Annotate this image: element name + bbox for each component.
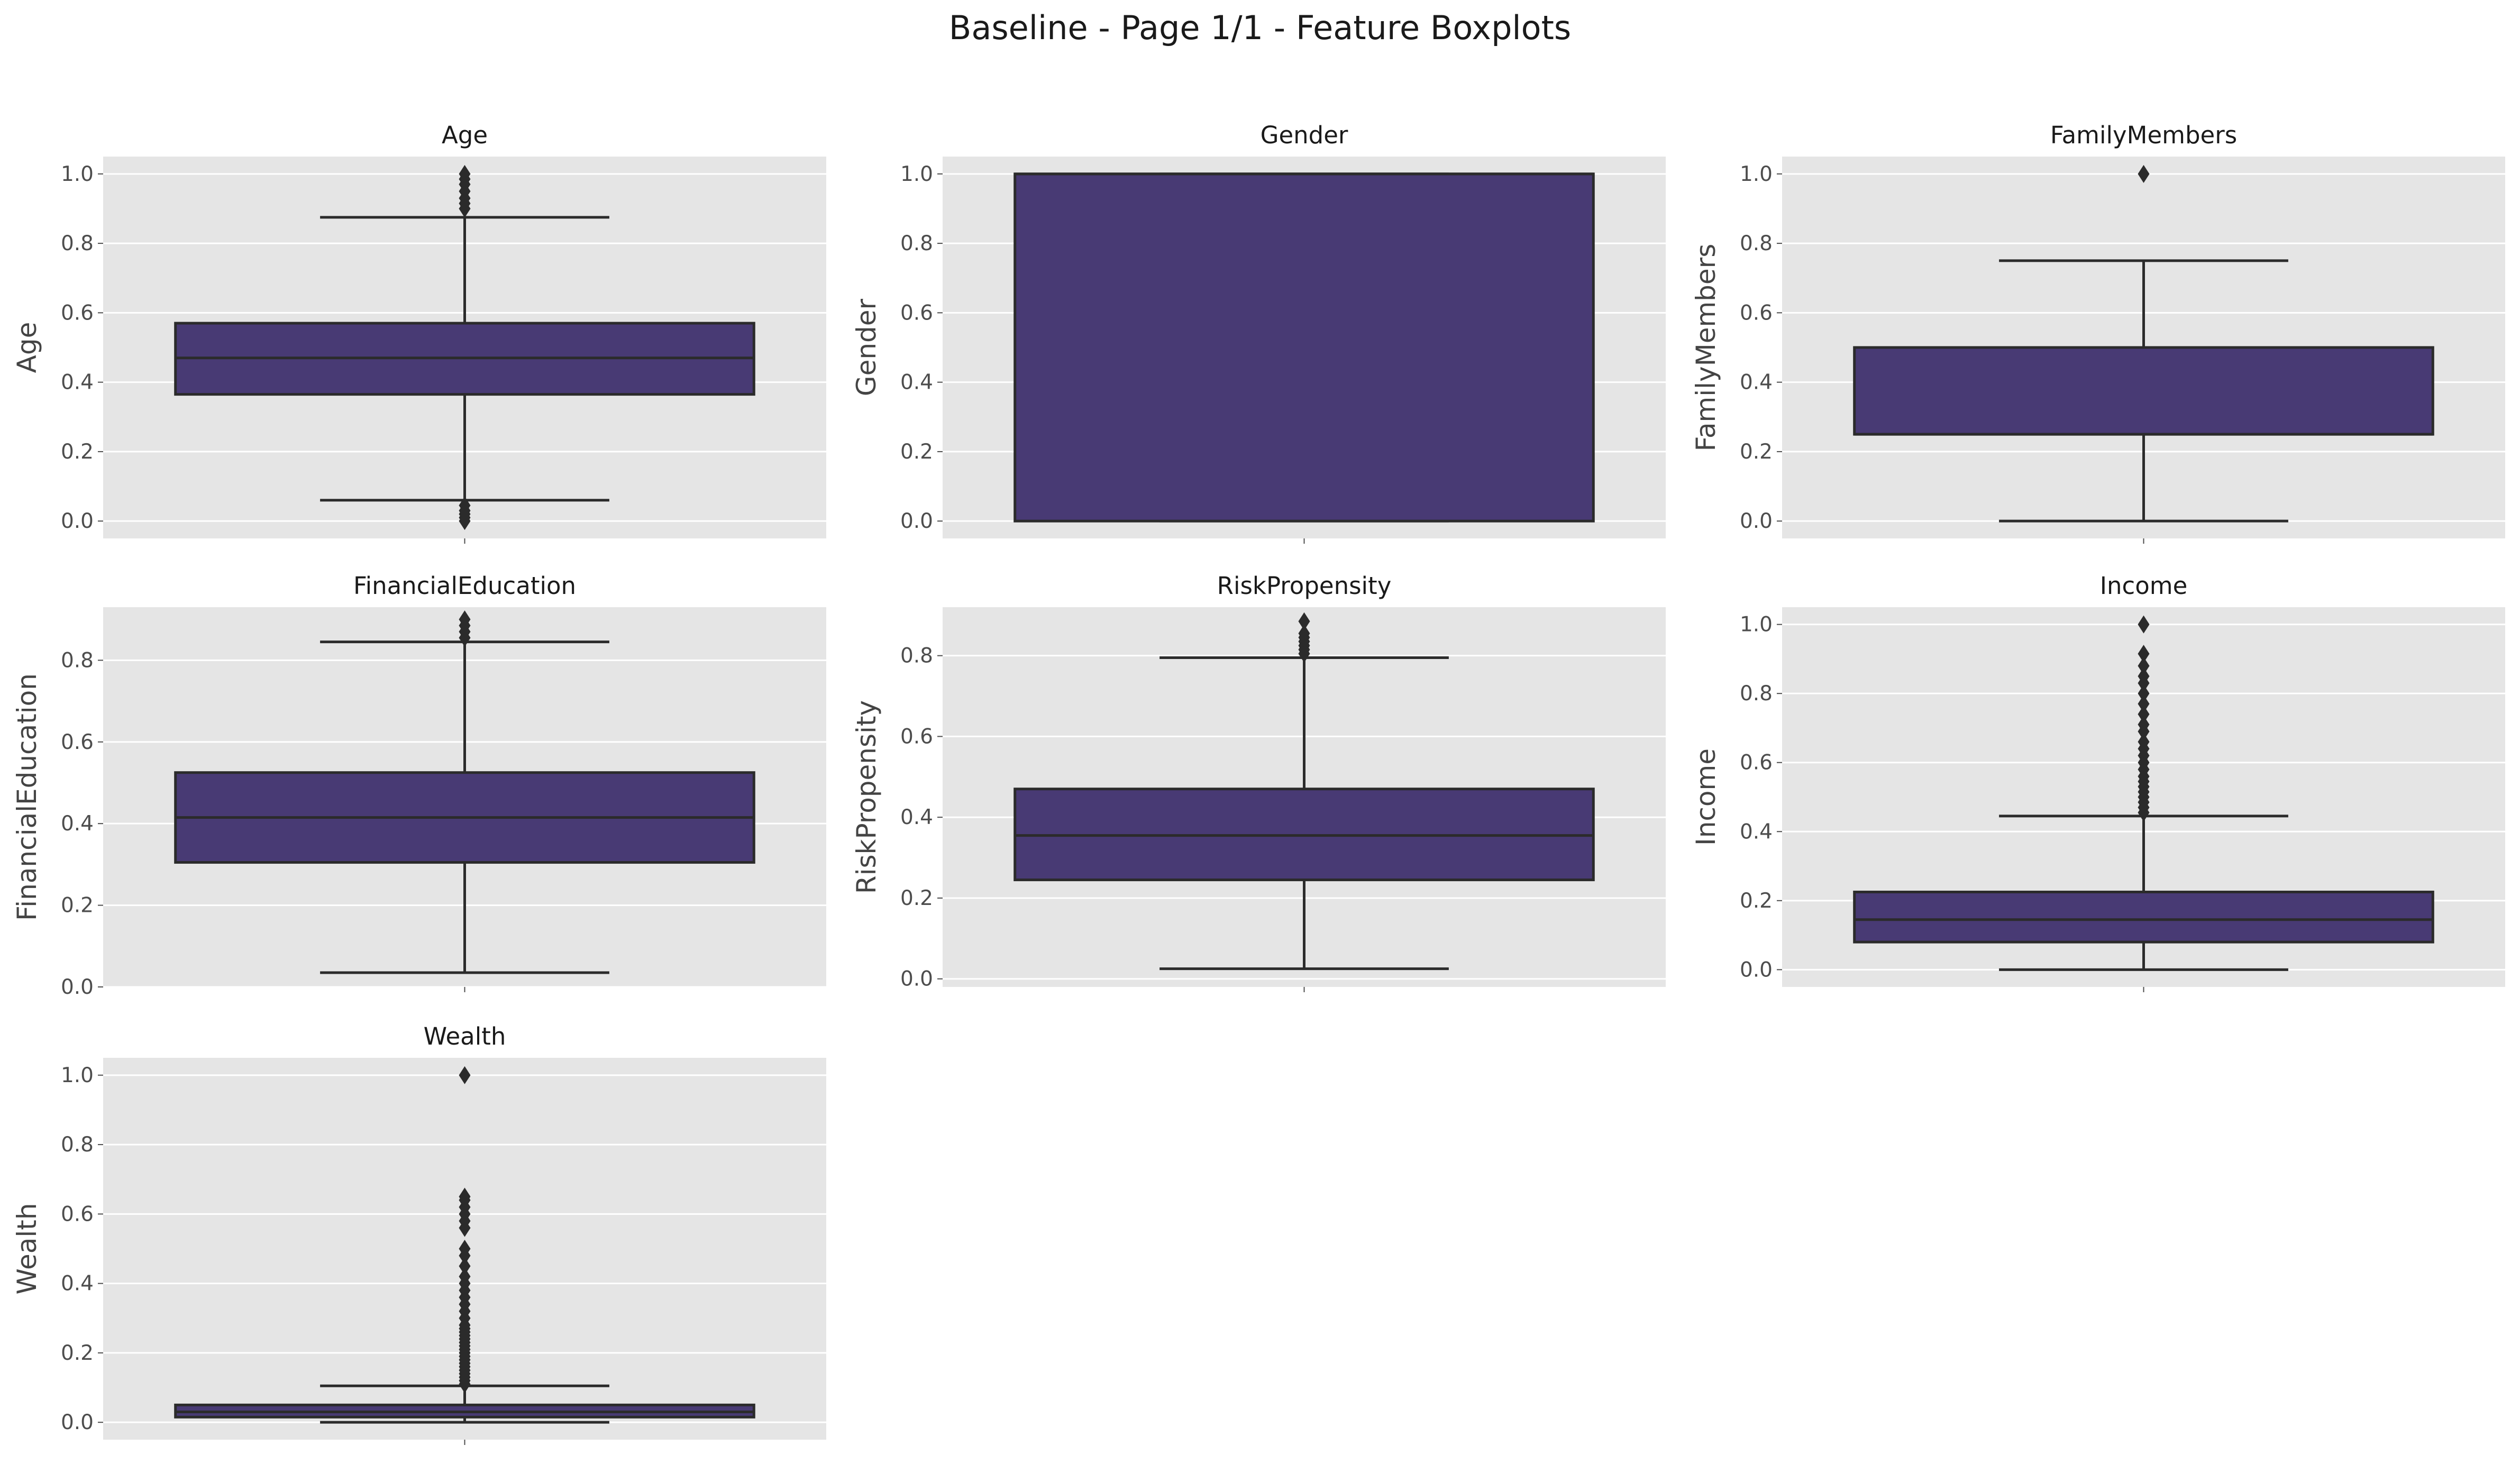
y-tick-label: 0.2 bbox=[61, 894, 94, 918]
y-axis-label: Gender bbox=[851, 298, 882, 396]
y-tick-label: 0.6 bbox=[900, 301, 933, 325]
y-tick-label: 0.2 bbox=[1740, 440, 1773, 464]
outlier-point bbox=[459, 1257, 471, 1275]
y-tick-label: 0.6 bbox=[61, 301, 94, 325]
panel-title: Wealth bbox=[424, 1022, 506, 1050]
y-axis-label: Income bbox=[1691, 748, 1721, 846]
outlier-point bbox=[2138, 164, 2150, 183]
y-tick-label: 0.0 bbox=[61, 975, 94, 999]
y-tick-label: 0.4 bbox=[900, 371, 933, 395]
outlier-point bbox=[459, 164, 471, 183]
y-tick-label: 1.0 bbox=[61, 162, 94, 186]
outlier-point bbox=[2138, 733, 2150, 751]
y-tick-label: 0.2 bbox=[61, 440, 94, 464]
y-tick-label: 1.0 bbox=[900, 162, 933, 186]
outlier-point bbox=[1298, 612, 1310, 630]
panel-title: RiskPropensity bbox=[1217, 572, 1392, 600]
y-tick-label: 0.2 bbox=[900, 886, 933, 910]
y-tick-label: 0.6 bbox=[1740, 751, 1773, 775]
y-tick-label: 0.8 bbox=[61, 232, 94, 255]
y-tick-label: 0.8 bbox=[900, 644, 933, 668]
outlier-point bbox=[459, 1267, 471, 1286]
y-tick-label: 1.0 bbox=[61, 1064, 94, 1087]
iqr-box bbox=[1014, 172, 1595, 523]
y-tick-label: 0.4 bbox=[1740, 371, 1773, 395]
iqr-box bbox=[1853, 346, 2434, 436]
y-axis-label: Age bbox=[12, 322, 42, 373]
y-axis-label: RiskPropensity bbox=[851, 700, 882, 894]
outlier-point bbox=[459, 1240, 471, 1258]
y-tick-label: 0.6 bbox=[1740, 301, 1773, 325]
outlier-point bbox=[2138, 684, 2150, 703]
y-tick-label: 0.0 bbox=[61, 509, 94, 533]
figure-title: Baseline - Page 1/1 - Feature Boxplots bbox=[948, 8, 1572, 47]
outlier-point bbox=[2138, 615, 2150, 634]
panel-title: FamilyMembers bbox=[2050, 121, 2237, 149]
y-tick-label: 0.4 bbox=[61, 812, 94, 836]
outlier-point bbox=[1298, 624, 1310, 643]
y-tick-label: 0.8 bbox=[61, 648, 94, 672]
y-tick-label: 0.2 bbox=[61, 1341, 94, 1365]
y-axis-label: FinancialEducation bbox=[12, 673, 42, 921]
y-tick-label: 0.8 bbox=[61, 1133, 94, 1157]
y-tick-label: 0.0 bbox=[1740, 958, 1773, 982]
outlier-point bbox=[2138, 656, 2150, 675]
y-tick-label: 0.0 bbox=[900, 967, 933, 991]
y-tick-label: 0.4 bbox=[1740, 820, 1773, 844]
outlier-point bbox=[2138, 705, 2150, 724]
y-tick-label: 0.0 bbox=[61, 1411, 94, 1434]
y-tick-label: 0.0 bbox=[900, 509, 933, 533]
outlier-point bbox=[459, 1187, 471, 1206]
y-tick-label: 0.6 bbox=[61, 1202, 94, 1226]
y-tick-label: 0.8 bbox=[1740, 682, 1773, 706]
y-tick-label: 0.4 bbox=[61, 1272, 94, 1296]
y-tick-label: 0.4 bbox=[61, 371, 94, 395]
panel-title: Age bbox=[442, 121, 488, 149]
y-tick-label: 0.8 bbox=[900, 232, 933, 255]
iqr-box bbox=[1853, 891, 2434, 944]
outlier-point bbox=[459, 496, 471, 515]
y-tick-label: 0.2 bbox=[1740, 889, 1773, 913]
outlier-point bbox=[459, 610, 471, 629]
outlier-point bbox=[2138, 645, 2150, 663]
panel-title: FinancialEducation bbox=[353, 572, 576, 600]
y-axis-label: FamilyMembers bbox=[1691, 244, 1721, 452]
y-tick-label: 0.8 bbox=[1740, 232, 1773, 255]
y-tick-label: 0.6 bbox=[900, 725, 933, 748]
y-axis-label: Wealth bbox=[12, 1203, 42, 1294]
outlier-point bbox=[2138, 715, 2150, 734]
outlier-point bbox=[2138, 667, 2150, 685]
y-tick-label: 0.0 bbox=[1740, 509, 1773, 533]
y-tick-label: 0.4 bbox=[900, 806, 933, 829]
y-tick-label: 1.0 bbox=[1740, 162, 1773, 186]
panel-title: Gender bbox=[1261, 121, 1348, 149]
outlier-point bbox=[459, 1066, 471, 1084]
panel-title: Income bbox=[2100, 572, 2188, 600]
outlier-point bbox=[2138, 694, 2150, 713]
y-tick-label: 0.6 bbox=[61, 730, 94, 754]
y-tick-label: 1.0 bbox=[1740, 613, 1773, 637]
y-tick-label: 0.2 bbox=[900, 440, 933, 464]
